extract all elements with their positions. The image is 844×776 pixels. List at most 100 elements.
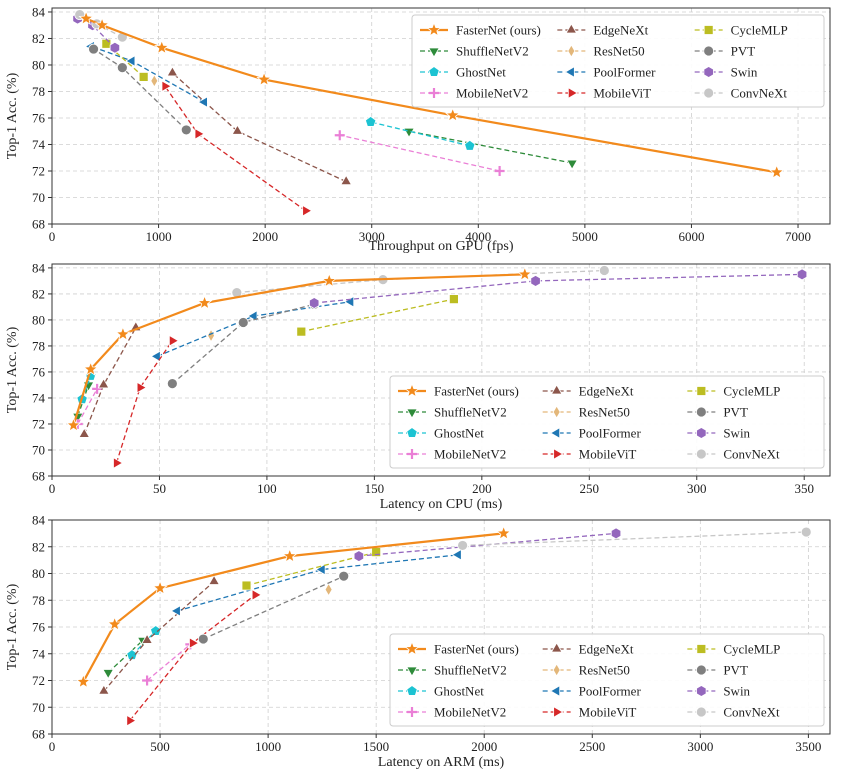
legend-label: ShuffleNetV2 [434,405,507,420]
legend-marker [695,706,707,718]
legend-marker [404,640,420,656]
legend-label: ShuffleNetV2 [434,663,507,678]
data-point [457,540,469,551]
data-point [796,268,808,281]
y-tick-label: 80 [32,566,45,581]
data-point [180,124,192,136]
data-point [92,383,103,394]
legend-item-pvt: PVT [694,44,755,59]
data-point [126,714,137,727]
series-line [339,134,500,172]
legend-marker [549,427,561,439]
data-point [251,589,262,601]
legend-marker [426,21,442,37]
legend-label: MobileNetV2 [434,705,506,720]
series-line [164,85,306,212]
legend-item-shufflenetv2: ShuffleNetV2 [398,663,507,678]
legend-item-cyclemlp: CycleMLP [694,23,788,38]
series-mobilenetv2 [142,639,196,686]
series-mobilevit [161,80,313,217]
data-point [338,570,350,582]
legend: FasterNet (ours) ShuffleNetV2 GhostNet Mobi… [411,14,825,108]
data-point [154,39,170,55]
legend: FasterNet (ours) ShuffleNetV2 GhostNet Mobi… [389,633,825,727]
y-tick-label: 70 [32,700,45,715]
legend-marker [567,87,579,99]
data-point [566,159,578,170]
x-tick-label: 1000 [255,739,281,754]
data-point [78,10,94,26]
y-tick-label: 78 [32,338,45,353]
series-ghostnet [364,115,476,151]
series-pvt [166,298,320,390]
legend-item-cyclemlp: CycleMLP [687,384,780,399]
legend-label: ResNet50 [593,44,644,59]
data-point [494,165,505,176]
x-axis-title: Throughput on GPU (fps) [368,239,513,254]
x-tick-label: 500 [150,739,170,754]
data-point [125,55,136,67]
data-point [161,80,172,93]
data-point [445,107,461,122]
legend-label: GhostNet [434,426,484,441]
legend-item-fasternet-ours: FasterNet (ours) [420,21,541,38]
data-point [136,381,147,394]
series-poolformer [150,295,355,363]
legend-box [389,375,825,469]
legend-marker [696,386,707,396]
data-point [296,326,307,337]
data-point [610,527,622,540]
data-point [237,317,249,328]
legend-label: Swin [731,65,758,80]
legend-marker [406,427,418,438]
legend-item-fasternet-ours: FasterNet (ours) [398,640,519,657]
series-line [83,327,137,435]
y-tick-label: 70 [32,190,45,205]
y-tick-label: 80 [32,312,45,327]
y-tick-label: 74 [32,390,46,405]
data-point [141,633,153,644]
y-tick-label: 68 [32,727,45,742]
series-line [246,551,377,587]
series-mobilevit [126,589,262,727]
data-point [109,41,121,54]
series-line [129,594,256,722]
x-tick-label: 0 [49,229,56,244]
legend-label: FasterNet (ours) [456,23,541,38]
x-tick-label: 3500 [795,739,821,754]
data-point [113,457,124,469]
series-shufflenetv2 [403,127,578,170]
y-tick-label: 82 [32,31,45,46]
legend-marker [564,66,575,78]
legend-marker [565,23,578,34]
y-tick-label: 74 [32,137,46,152]
legend-marker [703,45,715,57]
legend-label: CycleMLP [731,23,788,38]
data-point [768,164,785,179]
legend-marker [703,87,715,99]
legend-item-ghostnet: GhostNet [398,684,484,699]
legend-label: ConvNeXt [731,86,788,101]
y-tick-label: 84 [32,260,46,275]
legend-marker [550,384,563,395]
series-resnet50 [150,74,159,88]
legend-marker [404,382,420,398]
data-point [231,124,244,135]
y-tick-label: 68 [32,469,45,484]
data-point [106,616,123,631]
legend-item-poolformer: PoolFormer [542,426,641,441]
data-point [78,427,91,438]
series-pvt [197,570,350,645]
x-tick-label: 2000 [252,229,278,244]
legend-marker [549,685,561,697]
data-point [189,637,200,649]
data-point [88,43,99,55]
series-edgenext [97,574,220,695]
data-point [82,361,99,376]
series-line [301,298,455,333]
data-point [196,294,213,310]
x-tick-label: 0 [49,481,56,496]
series-line [370,121,470,147]
data-point [309,297,320,309]
